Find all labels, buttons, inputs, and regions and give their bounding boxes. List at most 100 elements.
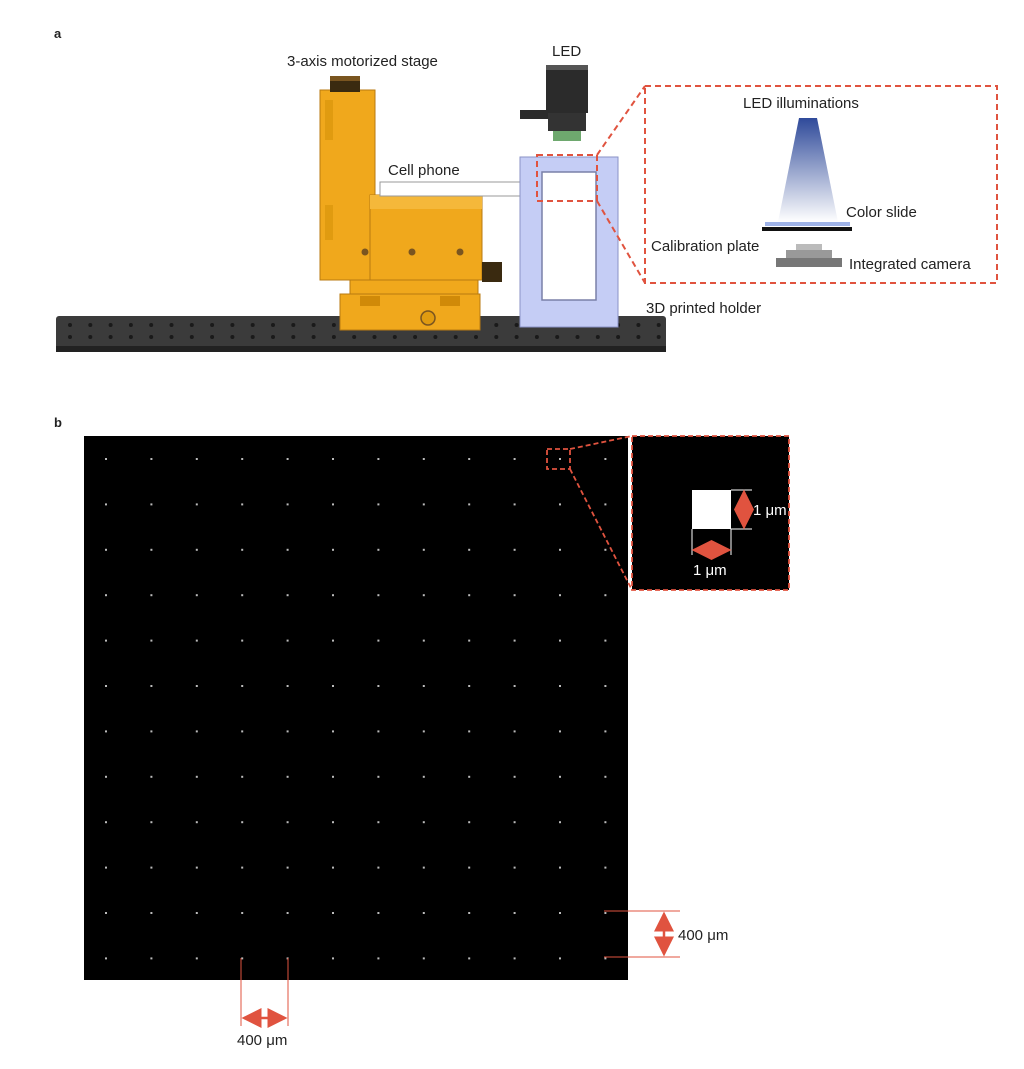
grid-dot [150, 730, 153, 733]
color-slide-layer [765, 222, 850, 226]
table-hole [514, 335, 519, 339]
grid-dot [604, 503, 607, 506]
table-hole [149, 335, 154, 339]
grid-dot [559, 548, 561, 551]
table-hole [250, 323, 255, 327]
zoom-callout [546, 435, 790, 591]
grid-dot [513, 775, 516, 778]
grid-dot [513, 957, 516, 960]
table-hole [68, 323, 72, 327]
table-hole [210, 335, 215, 339]
grid-dot [241, 912, 244, 914]
grid-dot [105, 775, 107, 778]
grid-dot [513, 866, 516, 869]
grid-dot [286, 458, 289, 460]
dot-grid [105, 458, 607, 960]
grid-dot [377, 685, 380, 687]
grid-dot [604, 639, 607, 642]
table-hole [291, 335, 296, 339]
grid-dot [241, 866, 244, 869]
grid-dot [241, 957, 244, 960]
table-hole [88, 335, 93, 339]
led-label: LED [552, 43, 582, 60]
grid-dot [332, 548, 334, 551]
table-hole [656, 323, 661, 327]
grid-dot [468, 548, 471, 551]
grid-dot [195, 639, 198, 642]
table-hole [88, 323, 93, 327]
table-hole [555, 335, 560, 339]
grid-dot [513, 821, 516, 824]
table-hole [230, 335, 235, 339]
grid-dot [604, 730, 607, 733]
grid-dot [332, 594, 334, 597]
grid-dot [513, 458, 516, 460]
panel-a-letter: a [54, 26, 62, 41]
grid-dot [559, 685, 561, 687]
table-hole [169, 323, 174, 327]
grid-dot [559, 912, 561, 914]
table-hole [108, 335, 113, 339]
grid-dot [241, 503, 244, 506]
grid-dot [559, 594, 561, 597]
table-hole [433, 335, 438, 339]
grid-dot [377, 594, 380, 597]
table-hole [494, 323, 499, 327]
table-hole [189, 323, 194, 327]
table-hole [453, 335, 458, 339]
optical-table [56, 316, 666, 352]
panel-b-letter: b [54, 415, 62, 430]
inset-led-label: LED illuminations [743, 95, 859, 112]
grid-dot [422, 548, 425, 551]
grid-dot [195, 503, 198, 506]
grid-dot [195, 866, 198, 869]
spacing-y-label: 400 μm [678, 927, 729, 944]
grid-dot [195, 730, 198, 733]
grid-dot [195, 458, 198, 460]
spacing-x-label: 400 μm [237, 1032, 288, 1049]
zoom-height-label: 1 μm [753, 502, 787, 519]
grid-dot [468, 639, 471, 642]
grid-dot [604, 775, 607, 778]
table-hole [311, 335, 316, 339]
table-hole [656, 335, 661, 339]
grid-dot [105, 458, 107, 460]
grid-dot [332, 503, 334, 506]
table-hole [189, 335, 194, 339]
grid-dot [150, 821, 153, 824]
grid-dot [377, 548, 380, 551]
grid-dot [604, 458, 607, 460]
camera-mid [786, 250, 832, 258]
grid-dot [513, 503, 516, 506]
camera-base [776, 258, 842, 267]
grid-dot [332, 685, 334, 687]
grid-dot [468, 503, 471, 506]
grid-dot [513, 639, 516, 642]
grid-dot [105, 685, 107, 687]
grid-dot [332, 730, 334, 733]
grid-dot [150, 866, 153, 869]
grid-dot [559, 730, 561, 733]
grid-dot [422, 594, 425, 597]
grid-dot [468, 866, 471, 869]
table-hole [128, 323, 133, 327]
table-hole [108, 323, 113, 327]
grid-dot [286, 685, 289, 687]
grid-dot [468, 730, 471, 733]
grid-dot [422, 458, 425, 460]
table-hole [230, 323, 235, 327]
grid-dot [604, 821, 607, 824]
zoom-width-label: 1 μm [693, 562, 727, 579]
table-hole [474, 335, 478, 339]
table-hole [169, 335, 174, 339]
table-hole [331, 323, 336, 327]
table-hole [271, 323, 275, 327]
table-hole [514, 323, 519, 327]
grid-dot [150, 458, 153, 460]
table-hole [271, 335, 275, 339]
callout [536, 85, 998, 284]
grid-dot [422, 957, 425, 960]
table-hole [68, 335, 72, 339]
grid-dot [468, 685, 471, 687]
